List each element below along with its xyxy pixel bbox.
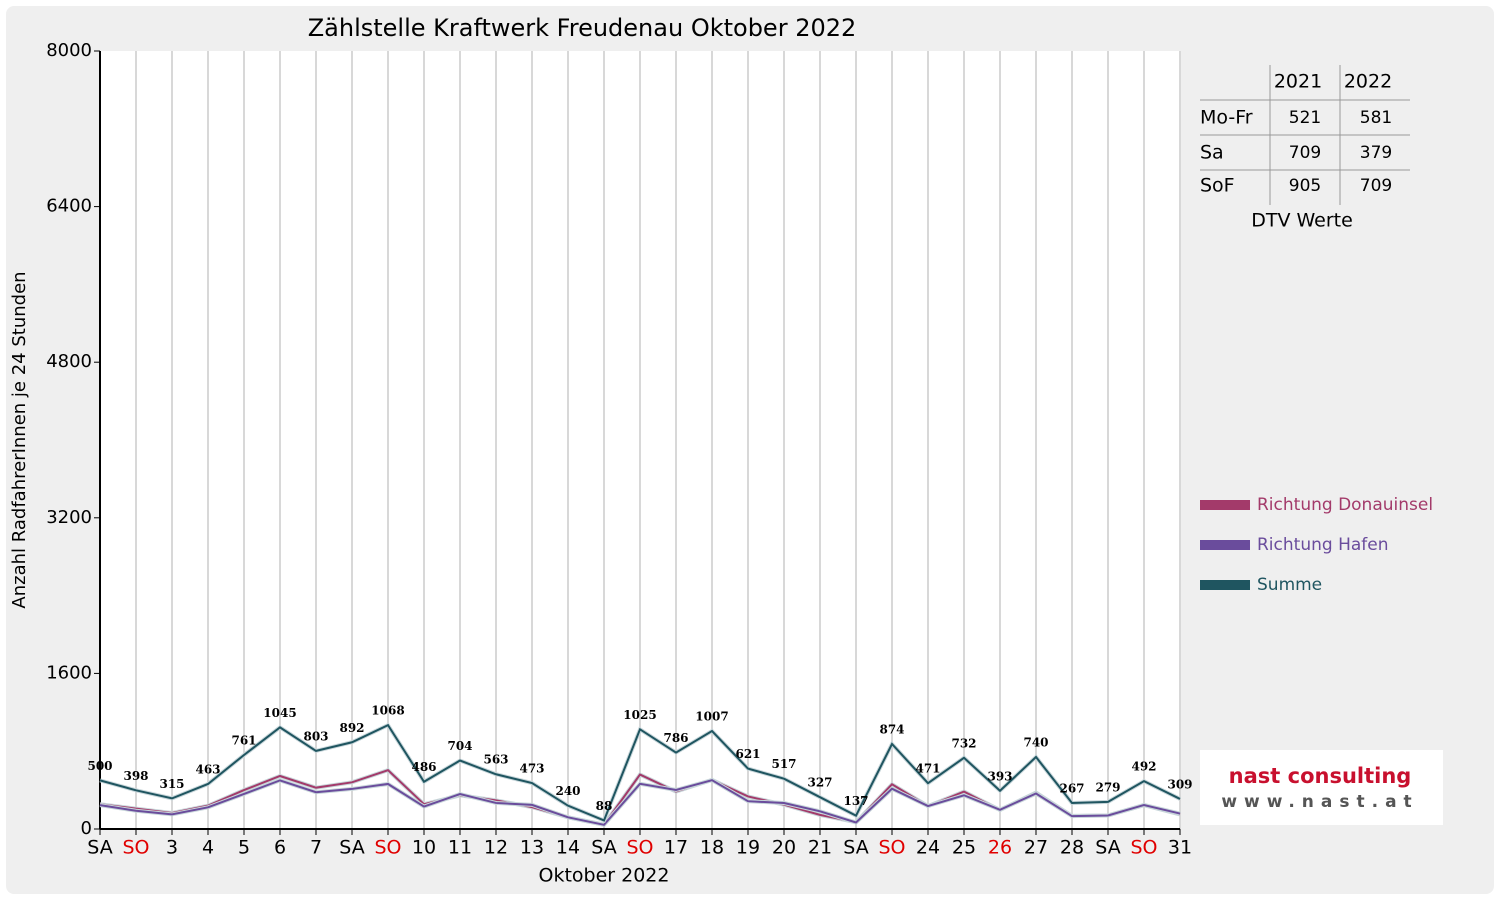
x-tick-label: SO [626,837,653,859]
data-label: 267 [1059,782,1084,796]
y-tick-label: 8000 [46,40,92,61]
x-tick-label: 5 [238,837,250,859]
data-label: 393 [987,769,1012,783]
x-tick-label: 10 [412,837,436,859]
logo-name: nast consulting [1229,764,1412,788]
data-label: 1045 [263,706,296,720]
x-tick-label: SA [87,837,112,859]
x-tick-label: SO [374,837,401,859]
data-label: 279 [1095,780,1120,794]
data-label: 492 [1131,760,1156,774]
x-tick-label: 26 [988,837,1012,859]
data-label: 704 [447,739,472,753]
x-tick-label: SO [122,837,149,859]
data-label: 463 [195,762,220,776]
data-label: 471 [915,762,940,776]
table-cell: 905 [1289,176,1321,196]
x-tick-label: 20 [772,837,796,859]
x-tick-label: SA [1095,837,1120,859]
x-tick-label: SA [843,837,868,859]
x-tick-label: 7 [310,837,322,859]
legend-swatch [1200,500,1250,510]
table-cell: Sa [1200,142,1224,164]
y-tick-label: 1600 [46,662,92,683]
x-tick-label: 12 [484,837,508,859]
series-line [99,723,1181,822]
data-label: 517 [771,757,796,771]
logo-box [1200,750,1443,825]
data-label: 1025 [623,708,656,722]
x-tick-label: 27 [1024,837,1048,859]
y-axis-label: Anzahl RadfahrerInnen je 24 Stunden [9,271,30,608]
data-label: 761 [231,733,256,747]
data-label: 240 [555,784,580,798]
data-label: 732 [951,736,976,750]
data-label: 1068 [371,704,404,718]
x-tick-label: SO [878,837,905,859]
legend-label: Richtung Hafen [1257,535,1388,555]
data-label: 803 [303,729,328,743]
x-tick-label: 14 [556,837,580,859]
x-tick-label: 19 [736,837,760,859]
table-header: 2021 [1274,71,1322,93]
x-tick-label: 31 [1168,837,1192,859]
legend-swatch [1200,540,1250,550]
table-cell: 521 [1289,108,1321,128]
table-header: 2022 [1344,71,1392,93]
table-cell: SoF [1200,175,1235,197]
y-tick-label: 4800 [46,351,92,372]
x-tick-label: 25 [952,837,976,859]
y-tick-label: 6400 [46,196,92,217]
legend-swatch [1200,580,1250,590]
data-label: 740 [1023,736,1048,750]
data-label: 486 [411,760,436,774]
data-label: 137 [843,794,868,808]
table-cell: 379 [1360,143,1392,163]
x-tick-label: 17 [664,837,688,859]
data-label: 500 [87,759,112,773]
chart-title: Zählstelle Kraftwerk Freudenau Oktober 2… [308,14,857,42]
y-tick-label: 3200 [46,507,92,528]
logo-url: www.nast.at [1221,792,1418,812]
series-line [99,779,1181,826]
x-tick-label: 13 [520,837,544,859]
y-tick-label: 0 [81,818,92,839]
data-label: 563 [483,753,508,767]
x-tick-label: 24 [916,837,940,859]
data-label: 473 [519,762,544,776]
data-label: 315 [159,777,184,791]
table-cell: 581 [1360,108,1392,128]
data-label: 621 [735,747,760,761]
data-label: 88 [596,799,613,813]
x-tick-label: 11 [448,837,472,859]
x-tick-label: 21 [808,837,832,859]
x-tick-label: 4 [202,837,214,859]
table-cell: 709 [1289,143,1321,163]
dtv-table: 2021 2022 Mo-Fr 521 581 Sa 709 379 SoF 9… [1200,65,1410,232]
logo: nast consulting www.nast.at [1200,750,1443,825]
x-axis-label: Oktober 2022 [539,865,670,887]
x-tick-label: SA [591,837,616,859]
x-tick-label: 3 [166,837,178,859]
x-tick-label: 18 [700,837,724,859]
table-caption: DTV Werte [1251,210,1353,232]
data-label: 398 [123,769,148,783]
legend-label: Richtung Donauinsel [1257,495,1433,515]
table-cell: 709 [1360,176,1392,196]
legend-label: Summe [1257,575,1322,595]
x-tick-label: SA [339,837,364,859]
table-cell: Mo-Fr [1200,107,1253,129]
x-tick-label: 6 [274,837,286,859]
data-label: 1007 [695,710,728,724]
data-label: 309 [1167,777,1192,791]
data-label: 874 [879,723,904,737]
data-label: 892 [339,721,364,735]
data-label: 327 [807,776,832,790]
data-label: 786 [663,731,688,745]
x-tick-label: SO [1130,837,1157,859]
x-tick-label: 28 [1060,837,1084,859]
